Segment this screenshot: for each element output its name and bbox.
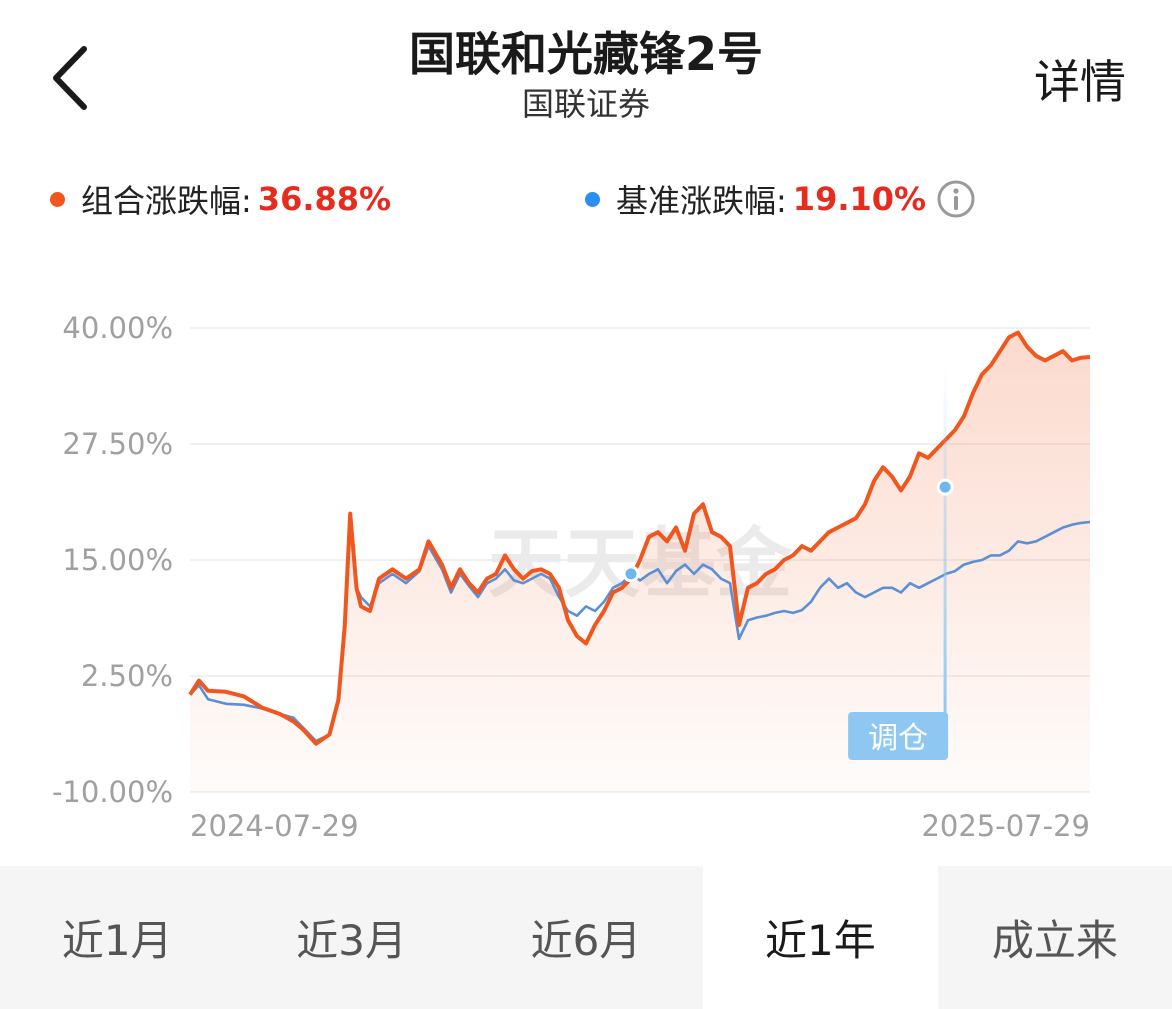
y-tick-label: 40.00% [62,311,173,345]
page-title: 国联和光藏锋2号 [408,27,763,81]
chart-legend: 组合涨跌幅: 36.88% 基准涨跌幅: 19.10% [0,170,1172,230]
tab-1y[interactable]: 近1年 [703,866,938,1009]
detail-button[interactable]: 详情 [1034,55,1126,109]
legend-portfolio: 组合涨跌幅: 36.88% [50,176,391,222]
y-tick-label: -10.00% [52,775,173,809]
x-tick-label-start: 2024-07-29 [190,809,359,843]
benchmark-dot-icon [585,191,600,207]
tab-3m[interactable]: 近3月 [296,916,407,965]
benchmark-value: 19.10% [792,180,927,218]
rebalance-tag-label: 调仓 [868,721,928,756]
benchmark-line [189,516,1091,743]
page-subtitle: 国联证券 [521,85,650,123]
portfolio-label: 组合涨跌幅: [81,182,252,220]
title-block: 国联和光藏锋2号 国联证券 [236,22,936,124]
y-tick-label: 15.00% [62,543,173,577]
portfolio-value: 36.88% [257,180,392,218]
benchmark-label: 基准涨跌幅: [616,182,787,220]
back-button[interactable] [40,38,100,118]
rebalance-tag[interactable]: 调仓 [848,712,949,760]
rebalance-line [943,365,947,725]
chart-svg: 40.00%27.50%15.00%2.50%-10.00% 天天基金 调仓 2… [52,311,1091,843]
rebalance-point[interactable] [622,565,640,583]
legend-benchmark: 基准涨跌幅: 19.10% [585,176,976,222]
chevron-left-icon [53,46,87,110]
performance-chart: 40.00%27.50%15.00%2.50%-10.00% 天天基金 调仓 2… [0,300,1172,860]
period-tabs: 近1月 近3月 近6月 近1年 成立来 [0,866,1172,1009]
portfolio-line [188,330,1091,746]
portfolio-dot-icon [50,191,65,207]
header: 国联和光藏锋2号 国联证券 详情 [0,0,1172,150]
tab-6m[interactable]: 近6月 [530,916,642,965]
info-circle-icon[interactable] [936,179,976,219]
rebalance-point[interactable] [936,478,954,496]
y-tick-label: 2.50% [81,659,173,693]
y-tick-label: 27.50% [62,427,173,461]
x-tick-label-end: 2025-07-29 [921,809,1090,843]
tab-1m[interactable]: 近1月 [61,916,173,965]
tab-since-inception[interactable]: 成立来 [991,916,1118,965]
rebalance-tag-box [848,712,949,760]
